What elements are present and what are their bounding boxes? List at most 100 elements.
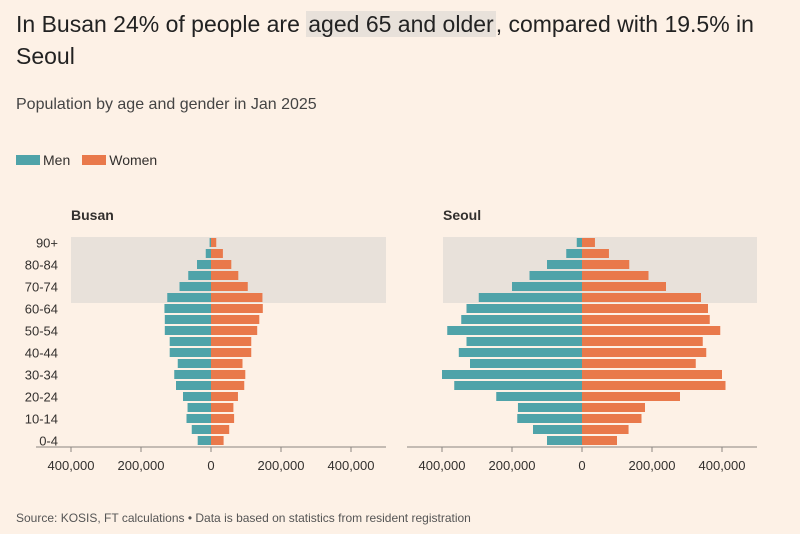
seoul-bar-men-15-19 — [517, 403, 582, 412]
legend-swatch-men — [16, 155, 40, 165]
busan-age-label: 40-44 — [25, 346, 58, 361]
seoul-bar-women-30-34 — [582, 370, 722, 379]
seoul-x-tick-label: 0 — [578, 458, 585, 473]
seoul-bar-women-60-64 — [582, 304, 708, 313]
busan-x-tick-label: 400,000 — [328, 458, 375, 473]
busan-bar-men-30-34 — [174, 370, 211, 379]
busan-bar-women-0-4 — [211, 436, 224, 445]
seoul-bar-men-45-49 — [466, 337, 582, 346]
busan-bar-men-35-39 — [177, 359, 211, 368]
busan-bar-men-0-4 — [197, 436, 211, 445]
busan-age-label: 20-24 — [25, 390, 58, 405]
busan-bar-women-15-19 — [211, 403, 234, 412]
busan-age-label: 30-34 — [25, 368, 58, 383]
source-note: Source: KOSIS, FT calculations • Data is… — [16, 511, 471, 525]
seoul-bar-women-15-19 — [582, 403, 645, 412]
seoul-bar-men-55-59 — [461, 315, 582, 324]
busan-bar-men-45-49 — [169, 337, 211, 346]
busan-bar-women-75-79 — [211, 271, 239, 280]
busan-bar-women-35-39 — [211, 359, 243, 368]
busan-bar-women-65-69 — [211, 293, 263, 302]
seoul-bar-men-65-69 — [478, 293, 582, 302]
busan-highlight-band — [71, 237, 386, 303]
busan-x-tick-label: 200,000 — [258, 458, 305, 473]
busan-bar-women-5-9 — [211, 425, 230, 434]
seoul-bar-men-90+ — [576, 238, 582, 247]
seoul-bar-men-25-29 — [454, 381, 582, 390]
seoul-x-tick-label: 200,000 — [629, 458, 676, 473]
busan-bar-women-45-49 — [211, 337, 252, 346]
seoul-bar-women-70-74 — [582, 282, 666, 291]
seoul-bar-women-55-59 — [582, 315, 710, 324]
busan-bar-men-40-44 — [169, 348, 211, 357]
busan-x-tick-label: 400,000 — [48, 458, 95, 473]
seoul-bar-women-80-84 — [582, 260, 630, 269]
busan-bar-women-20-24 — [211, 392, 238, 401]
busan-bar-men-20-24 — [183, 392, 211, 401]
title-part2: , compared with 19.5% in Seoul — [16, 11, 754, 69]
seoul-bar-women-40-44 — [582, 348, 707, 357]
seoul-bar-men-60-64 — [466, 304, 582, 313]
seoul-bar-women-25-29 — [582, 381, 726, 390]
busan-bar-women-25-29 — [211, 381, 245, 390]
busan-bar-men-90+ — [209, 238, 211, 247]
seoul-x-tick-label: 400,000 — [699, 458, 746, 473]
seoul-bar-men-0-4 — [547, 436, 582, 445]
seoul-x-tick-label: 200,000 — [489, 458, 536, 473]
seoul-bar-men-80-84 — [547, 260, 582, 269]
seoul-bar-women-90+ — [582, 238, 595, 247]
seoul-bar-women-75-79 — [582, 271, 649, 280]
seoul-bar-women-50-54 — [582, 326, 721, 335]
seoul-bar-women-0-4 — [582, 436, 617, 445]
busan-bar-men-10-14 — [186, 414, 211, 423]
legend-item-men: Men — [16, 152, 70, 168]
seoul-bar-men-40-44 — [458, 348, 582, 357]
seoul-bar-men-70-74 — [512, 282, 582, 291]
seoul-bar-women-20-24 — [582, 392, 680, 401]
seoul-bar-women-35-39 — [582, 359, 696, 368]
busan-bar-women-40-44 — [211, 348, 252, 357]
seoul-bar-men-10-14 — [517, 414, 582, 423]
busan-bar-men-70-74 — [179, 282, 211, 291]
busan-age-label: 70-74 — [25, 280, 58, 295]
busan-bar-men-25-29 — [176, 381, 211, 390]
legend-swatch-women — [82, 155, 107, 165]
busan-bar-men-85-89 — [205, 249, 211, 258]
legend-item-women: Women — [82, 152, 157, 168]
busan-bar-women-85-89 — [211, 249, 223, 258]
busan-panel-title: Busan — [71, 207, 114, 223]
seoul-panel-title: Seoul — [443, 207, 481, 223]
busan-bar-men-50-54 — [164, 326, 211, 335]
seoul-bar-women-85-89 — [582, 249, 609, 258]
busan-age-label: 10-14 — [25, 412, 58, 427]
busan-age-label: 60-64 — [25, 302, 58, 317]
seoul-bar-men-75-79 — [529, 271, 582, 280]
busan-bar-men-5-9 — [191, 425, 211, 434]
title-highlight: aged 65 and older — [306, 11, 496, 37]
busan-bar-women-55-59 — [211, 315, 260, 324]
seoul-bar-women-10-14 — [582, 414, 642, 423]
legend-label-women: Women — [109, 152, 158, 168]
title-part1: In Busan 24% of people are — [16, 11, 307, 37]
busan-bar-women-70-74 — [211, 282, 248, 291]
seoul-bar-women-45-49 — [582, 337, 703, 346]
busan-bar-men-75-79 — [188, 271, 211, 280]
busan-age-label: 90+ — [36, 236, 58, 251]
busan-x-tick-label: 0 — [207, 458, 214, 473]
seoul-x-tick-label: 400,000 — [419, 458, 466, 473]
busan-age-label: 80-84 — [25, 258, 58, 273]
busan-bar-women-90+ — [211, 238, 217, 247]
busan-bar-women-30-34 — [211, 370, 246, 379]
busan-x-tick-label: 200,000 — [118, 458, 165, 473]
seoul-bar-men-20-24 — [496, 392, 582, 401]
busan-age-label: 0-4 — [39, 434, 58, 449]
busan-bar-men-65-69 — [167, 293, 211, 302]
chart-subtitle: Population by age and gender in Jan 2025 — [16, 96, 317, 113]
busan-bar-women-50-54 — [211, 326, 258, 335]
busan-bar-men-55-59 — [164, 315, 211, 324]
chart-title: In Busan 24% of people are aged 65 and o… — [16, 8, 786, 72]
seoul-highlight-band — [443, 237, 757, 303]
seoul-bar-men-85-89 — [566, 249, 582, 258]
busan-bar-women-60-64 — [211, 304, 263, 313]
